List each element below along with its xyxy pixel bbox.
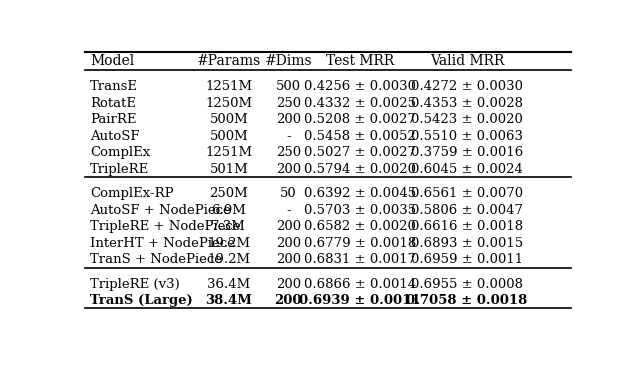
Text: 200: 200 xyxy=(275,294,302,307)
Text: 0.6959 ± 0.0011: 0.6959 ± 0.0011 xyxy=(411,253,523,266)
Text: -: - xyxy=(286,130,291,143)
Text: 200: 200 xyxy=(276,163,301,176)
Text: 0.7058 ± 0.0018: 0.7058 ± 0.0018 xyxy=(406,294,527,307)
Text: 250: 250 xyxy=(276,97,301,110)
Text: 1251M: 1251M xyxy=(205,146,252,159)
Text: ComplEx: ComplEx xyxy=(90,146,150,159)
Text: InterHT + NodePiece: InterHT + NodePiece xyxy=(90,237,235,250)
Text: AutoSF + NodePiece: AutoSF + NodePiece xyxy=(90,204,230,217)
Text: 0.5703 ± 0.0035: 0.5703 ± 0.0035 xyxy=(304,204,416,217)
Text: 250M: 250M xyxy=(209,187,248,200)
Text: 500: 500 xyxy=(276,81,301,93)
Text: 1250M: 1250M xyxy=(205,97,252,110)
Text: 200: 200 xyxy=(276,277,301,291)
Text: 0.6392 ± 0.0045: 0.6392 ± 0.0045 xyxy=(304,187,416,200)
Text: -: - xyxy=(286,204,291,217)
Text: 0.3759 ± 0.0016: 0.3759 ± 0.0016 xyxy=(411,146,523,159)
Text: 0.5423 ± 0.0020: 0.5423 ± 0.0020 xyxy=(411,113,523,126)
Text: 0.5208 ± 0.0027: 0.5208 ± 0.0027 xyxy=(304,113,416,126)
Text: 0.5458 ± 0.0052: 0.5458 ± 0.0052 xyxy=(305,130,416,143)
Text: 0.6779 ± 0.0018: 0.6779 ± 0.0018 xyxy=(304,237,417,250)
Text: Test MRR: Test MRR xyxy=(326,55,394,68)
Text: 0.6616 ± 0.0018: 0.6616 ± 0.0018 xyxy=(411,220,523,233)
Text: 6.9M: 6.9M xyxy=(211,204,246,217)
Text: Model: Model xyxy=(90,55,134,68)
Text: 0.6045 ± 0.0024: 0.6045 ± 0.0024 xyxy=(411,163,523,176)
Text: 0.4332 ± 0.0025: 0.4332 ± 0.0025 xyxy=(304,97,416,110)
Text: #Params: #Params xyxy=(196,55,261,68)
Text: 38.4M: 38.4M xyxy=(205,294,252,307)
Text: 200: 200 xyxy=(276,220,301,233)
Text: 0.6561 ± 0.0070: 0.6561 ± 0.0070 xyxy=(411,187,523,200)
Text: 1251M: 1251M xyxy=(205,81,252,93)
Text: 0.6831 ± 0.0017: 0.6831 ± 0.0017 xyxy=(304,253,416,266)
Text: 250: 250 xyxy=(276,146,301,159)
Text: 0.5806 ± 0.0047: 0.5806 ± 0.0047 xyxy=(411,204,523,217)
Text: 0.4353 ± 0.0028: 0.4353 ± 0.0028 xyxy=(411,97,523,110)
Text: TripleRE + NodePiece: TripleRE + NodePiece xyxy=(90,220,241,233)
Text: TransE: TransE xyxy=(90,81,138,93)
Text: 200: 200 xyxy=(276,113,301,126)
Text: 19.2M: 19.2M xyxy=(207,253,250,266)
Text: TranS (Large): TranS (Large) xyxy=(90,294,193,307)
Text: TranS + NodePiece: TranS + NodePiece xyxy=(90,253,222,266)
Text: 500M: 500M xyxy=(209,130,248,143)
Text: 0.5510 ± 0.0063: 0.5510 ± 0.0063 xyxy=(411,130,523,143)
Text: AutoSF: AutoSF xyxy=(90,130,140,143)
Text: 200: 200 xyxy=(276,253,301,266)
Text: 19.2M: 19.2M xyxy=(207,237,250,250)
Text: PairRE: PairRE xyxy=(90,113,136,126)
Text: ComplEx-RP: ComplEx-RP xyxy=(90,187,173,200)
Text: 0.6955 ± 0.0008: 0.6955 ± 0.0008 xyxy=(411,277,523,291)
Text: 200: 200 xyxy=(276,237,301,250)
Text: 0.6582 ± 0.0020: 0.6582 ± 0.0020 xyxy=(304,220,416,233)
Text: 50: 50 xyxy=(280,187,297,200)
Text: 36.4M: 36.4M xyxy=(207,277,250,291)
Text: 0.5794 ± 0.0020: 0.5794 ± 0.0020 xyxy=(304,163,416,176)
Text: 0.6939 ± 0.0011: 0.6939 ± 0.0011 xyxy=(300,294,421,307)
Text: 0.6893 ± 0.0015: 0.6893 ± 0.0015 xyxy=(411,237,523,250)
Text: 0.5027 ± 0.0027: 0.5027 ± 0.0027 xyxy=(304,146,416,159)
Text: 0.4256 ± 0.0030: 0.4256 ± 0.0030 xyxy=(304,81,416,93)
Text: 0.4272 ± 0.0030: 0.4272 ± 0.0030 xyxy=(411,81,523,93)
Text: 0.6866 ± 0.0014: 0.6866 ± 0.0014 xyxy=(304,277,416,291)
Text: Valid MRR: Valid MRR xyxy=(429,55,504,68)
Text: TripleRE: TripleRE xyxy=(90,163,149,176)
Text: 500M: 500M xyxy=(209,113,248,126)
Text: #Dims: #Dims xyxy=(264,55,312,68)
Text: 7.3M: 7.3M xyxy=(211,220,246,233)
Text: RotatE: RotatE xyxy=(90,97,136,110)
Text: 501M: 501M xyxy=(209,163,248,176)
Text: TripleRE (v3): TripleRE (v3) xyxy=(90,277,180,291)
